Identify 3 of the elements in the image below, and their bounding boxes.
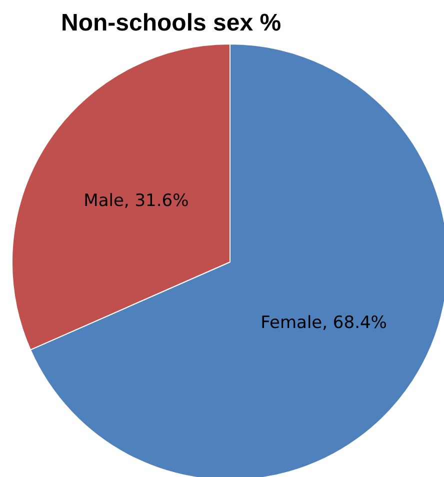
slice-label: Female, 68.4% <box>260 313 387 334</box>
slice-label: Male, 31.6% <box>84 190 189 211</box>
chart-title: Non-schools sex % <box>61 10 282 36</box>
